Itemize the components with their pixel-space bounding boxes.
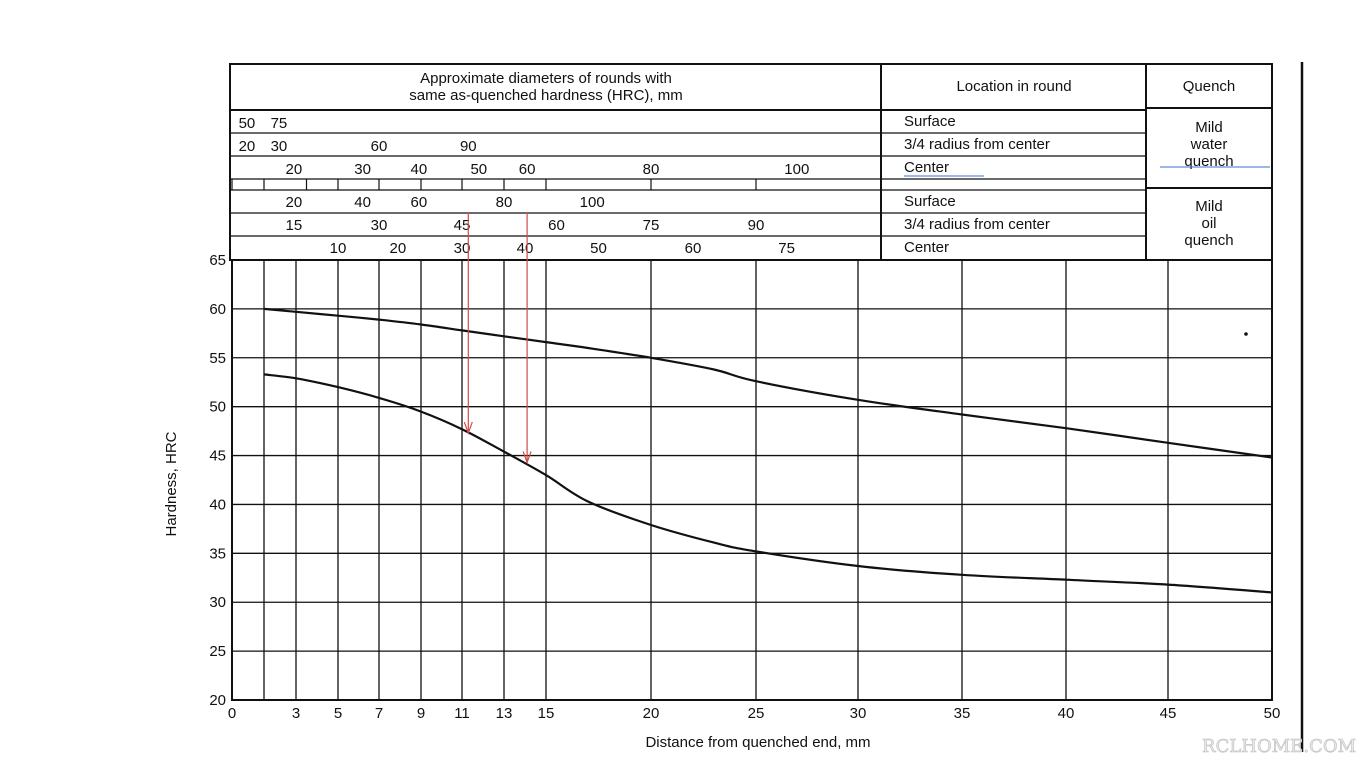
location-water-surface: Surface bbox=[904, 113, 956, 130]
x-tick-label: 30 bbox=[850, 705, 867, 722]
watermark: RCLHOME.COM bbox=[1202, 736, 1356, 757]
diameters-heading-line1: Approximate diameters of rounds with bbox=[420, 70, 672, 87]
y-tick-labels: 20 25 30 35 40 45 50 55 60 65 bbox=[209, 252, 226, 709]
diameter-label: 90 bbox=[748, 217, 765, 234]
water-quench-line3: quench bbox=[1184, 153, 1233, 170]
oil-quench-line1: Mild bbox=[1195, 198, 1223, 215]
plot-frame bbox=[231, 259, 1273, 701]
diameter-label: 30 bbox=[454, 240, 471, 257]
x-tick-label: 3 bbox=[292, 705, 300, 722]
x-axis-label: Distance from quenched end, mm bbox=[645, 734, 870, 751]
diameter-label: 80 bbox=[496, 194, 513, 211]
x-tick-labels: 0 3 5 7 9 11 13 15 20 25 30 35 40 45 50 bbox=[228, 705, 1281, 722]
y-tick-label: 45 bbox=[209, 448, 226, 465]
diameter-label: 30 bbox=[271, 138, 288, 155]
diameters-heading-line2: same as-quenched hardness (HRC), mm bbox=[409, 87, 682, 104]
y-tick-label: 50 bbox=[209, 399, 226, 416]
y-tick-label: 35 bbox=[209, 545, 226, 562]
location-water-three-quarter: 3/4 radius from center bbox=[904, 136, 1050, 153]
diameter-label: 75 bbox=[778, 240, 795, 257]
diameter-label: 100 bbox=[784, 161, 809, 178]
x-tick-label: 40 bbox=[1058, 705, 1075, 722]
diameter-label: 75 bbox=[271, 115, 288, 132]
water-quench-line1: Mild bbox=[1195, 119, 1223, 136]
hardness-curve-2 bbox=[263, 373, 1273, 594]
location-heading: Location in round bbox=[956, 78, 1071, 95]
diameter-label: 100 bbox=[580, 194, 605, 211]
hardness-curves bbox=[263, 307, 1273, 594]
x-tick-label: 0 bbox=[228, 705, 236, 722]
location-water-center: Center bbox=[904, 159, 949, 176]
oil-quench-line3: quench bbox=[1184, 232, 1233, 249]
x-tick-label: 9 bbox=[417, 705, 425, 722]
diameter-label: 10 bbox=[330, 240, 347, 257]
x-tick-label: 20 bbox=[643, 705, 660, 722]
quench-heading: Quench bbox=[1183, 78, 1236, 95]
x-tick-label: 50 bbox=[1264, 705, 1281, 722]
x-tick-label: 15 bbox=[538, 705, 555, 722]
diameter-label: 60 bbox=[548, 217, 565, 234]
y-tick-label: 25 bbox=[209, 643, 226, 660]
location-oil-center: Center bbox=[904, 239, 949, 256]
y-tick-label: 65 bbox=[209, 252, 226, 269]
x-tick-label: 25 bbox=[748, 705, 765, 722]
diameter-label: 80 bbox=[643, 161, 660, 178]
diameter-label: 45 bbox=[454, 217, 471, 234]
y-tick-label: 40 bbox=[209, 496, 226, 513]
hardness-curve-1 bbox=[263, 307, 1273, 459]
y-axis-label: Hardness, HRC bbox=[163, 431, 180, 536]
chart-grid bbox=[231, 259, 1273, 701]
diameter-label: 20 bbox=[286, 194, 303, 211]
annotation-arrow-head-1 bbox=[463, 421, 473, 435]
diameter-label: 40 bbox=[354, 194, 371, 211]
diameter-label: 60 bbox=[371, 138, 388, 155]
diameter-label: 30 bbox=[371, 217, 388, 234]
x-tick-label: 45 bbox=[1160, 705, 1177, 722]
diameter-label: 20 bbox=[239, 138, 256, 155]
y-tick-label: 60 bbox=[209, 301, 226, 318]
diameter-label: 90 bbox=[460, 138, 477, 155]
speck bbox=[1244, 332, 1248, 336]
annotation-arrows bbox=[463, 212, 532, 465]
x-tick-label: 7 bbox=[375, 705, 383, 722]
diameter-label: 40 bbox=[517, 240, 534, 257]
diameter-label: 75 bbox=[643, 217, 660, 234]
x-tick-label: 13 bbox=[496, 705, 513, 722]
diameter-label: 30 bbox=[354, 161, 371, 178]
diameter-label: 15 bbox=[286, 217, 303, 234]
diameter-label: 50 bbox=[239, 115, 256, 132]
oil-quench-line2: oil bbox=[1201, 215, 1216, 232]
diameter-label: 20 bbox=[390, 240, 407, 257]
water-quench-line2: water bbox=[1190, 136, 1228, 153]
x-tick-label: 5 bbox=[334, 705, 342, 722]
y-tick-label: 30 bbox=[209, 594, 226, 611]
x-tick-label: 35 bbox=[954, 705, 971, 722]
y-tick-label: 55 bbox=[209, 350, 226, 367]
diameter-label: 20 bbox=[286, 161, 303, 178]
diameter-label: 40 bbox=[411, 161, 428, 178]
diameter-label: 50 bbox=[590, 240, 607, 257]
diameter-label: 60 bbox=[411, 194, 428, 211]
diameter-label: 50 bbox=[470, 161, 487, 178]
y-tick-label: 20 bbox=[209, 692, 226, 709]
location-oil-surface: Surface bbox=[904, 193, 956, 210]
scale-ticks bbox=[231, 179, 757, 190]
diameter-header-table: Approximate diameters of rounds with sam… bbox=[229, 63, 1273, 261]
annotation-arrow-head-2 bbox=[522, 451, 532, 465]
diameter-label: 60 bbox=[519, 161, 536, 178]
location-oil-three-quarter: 3/4 radius from center bbox=[904, 216, 1050, 233]
x-tick-label: 11 bbox=[454, 705, 470, 722]
diameter-label: 60 bbox=[685, 240, 702, 257]
